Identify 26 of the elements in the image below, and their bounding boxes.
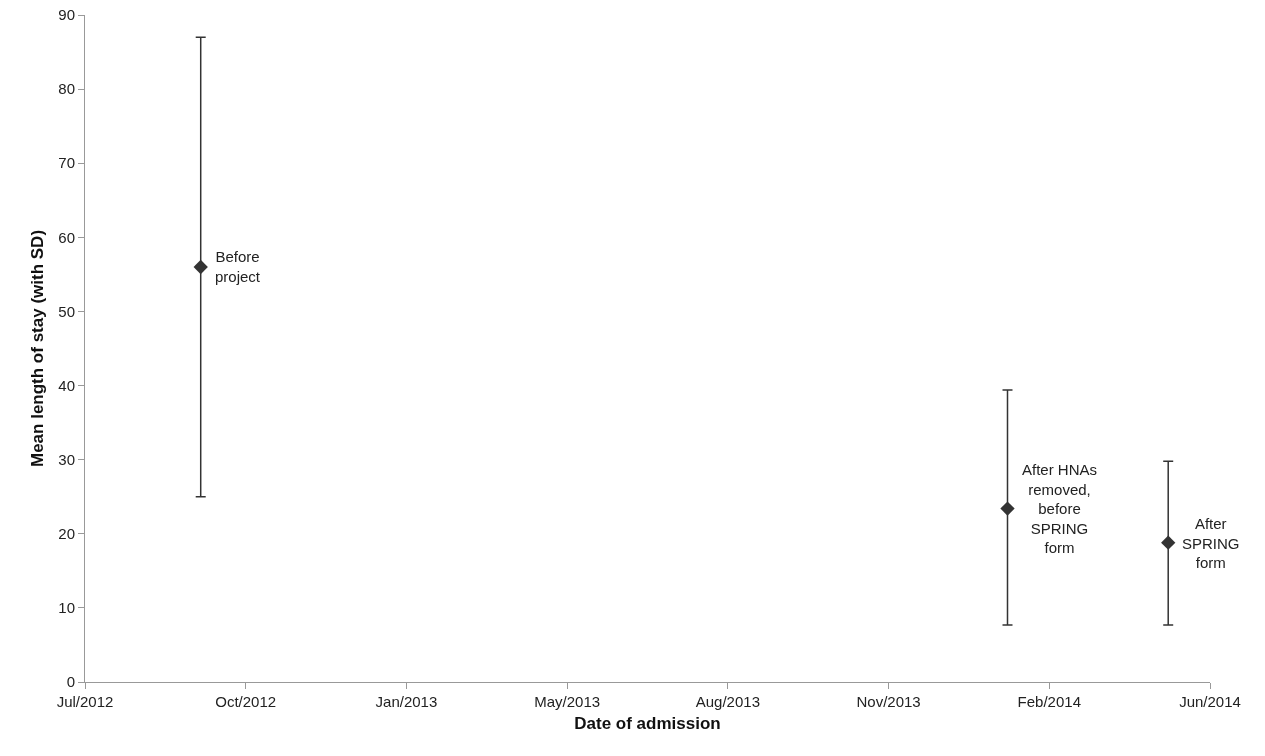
y-tick-label: 60 (58, 228, 75, 246)
annotation: Before project (215, 248, 261, 285)
y-tick-label: 0 (66, 673, 75, 691)
annotation: After HNAs removed, before SPRING form (1022, 461, 1098, 556)
x-tick-label: Aug/2013 (695, 693, 760, 710)
y-tick-label: 30 (58, 450, 75, 468)
x-tick-label: Jan/2013 (375, 693, 438, 710)
y-tick-label: 90 (58, 6, 75, 24)
point (193, 259, 208, 275)
x-tick-label: May/2013 (534, 693, 601, 710)
x-tick-label: Nov/2013 (856, 693, 921, 710)
y-tick-label: 80 (58, 80, 75, 98)
x-tick-label: Jul/2012 (56, 693, 114, 710)
point (1000, 501, 1015, 516)
x-tick-label: Feb/2014 (1017, 693, 1081, 710)
y-tick-label: 10 (58, 599, 75, 617)
y-tick-label: 20 (58, 525, 75, 543)
point (1161, 535, 1176, 550)
x-tick-label: Oct/2012 (215, 693, 277, 710)
y-tick-label: 70 (58, 154, 75, 172)
y-tick-label: 50 (58, 302, 75, 320)
x-axis-title: Date of admission (574, 714, 721, 734)
annotation: After SPRING form (1182, 515, 1240, 571)
y-axis-title: Mean length of stay (with SD) (27, 229, 47, 468)
y-tick-label: 40 (58, 376, 75, 394)
x-tick-label: Jun/2014 (1179, 693, 1241, 710)
